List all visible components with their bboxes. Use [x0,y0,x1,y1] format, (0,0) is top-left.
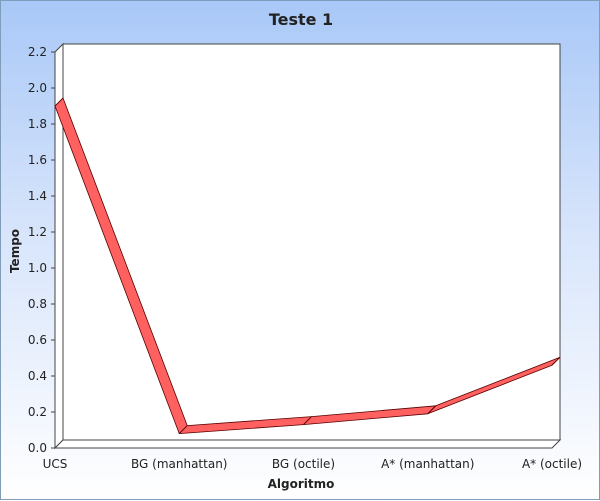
x-tick-label: BG (manhattan) [131,457,227,471]
y-tick-label: 1.4 [28,189,47,203]
data-point [54,97,64,107]
y-tick-label: 1.6 [28,153,47,167]
x-tick-label: BG (octile) [272,457,335,471]
y-tick-label: 0.6 [28,333,47,347]
y-tick-label: 0.0 [28,441,47,455]
y-tick-label: 2.2 [28,45,47,59]
x-tick-label: A* (manhattan) [381,457,474,471]
data-point [303,416,312,425]
data-point [551,356,561,366]
x-tick-label: A* (octile) [522,457,582,471]
data-point [427,405,437,415]
y-tick-label: 0.4 [28,369,47,383]
y-tick-label: 1.0 [28,261,47,275]
back-wall [62,43,561,441]
plot-walls [53,42,562,450]
floor [53,439,562,449]
y-axis-title: Tempo [8,229,22,273]
y-tick-label: 0.8 [28,297,47,311]
x-axis-ticks: UCS BG (manhattan) BG (octile) A* (manhatta… [43,457,582,471]
y-tick-label: 2.0 [28,81,47,95]
data-point [178,425,188,434]
chart-title: Teste 1 [269,10,333,29]
y-axis-ticks: 0.0 0.2 0.4 0.6 0.8 1.0 1.2 1.4 1.6 1.8 2.0 2.2 [28,45,55,455]
series-ribbon [54,97,561,435]
x-tick-label: UCS [43,457,68,471]
y-tick-label: 1.8 [28,117,47,131]
x-axis-title: Algoritmo [268,477,335,491]
y-tick-label: 0.2 [28,405,47,419]
y-tick-label: 1.2 [28,225,47,239]
